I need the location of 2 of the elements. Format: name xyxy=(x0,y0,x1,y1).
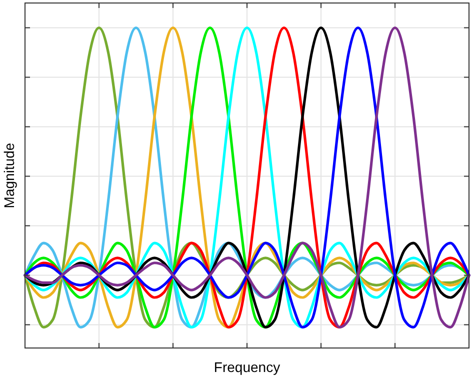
y-axis-title: Magnitude xyxy=(1,142,17,208)
x-axis-title: Frequency xyxy=(214,359,280,375)
